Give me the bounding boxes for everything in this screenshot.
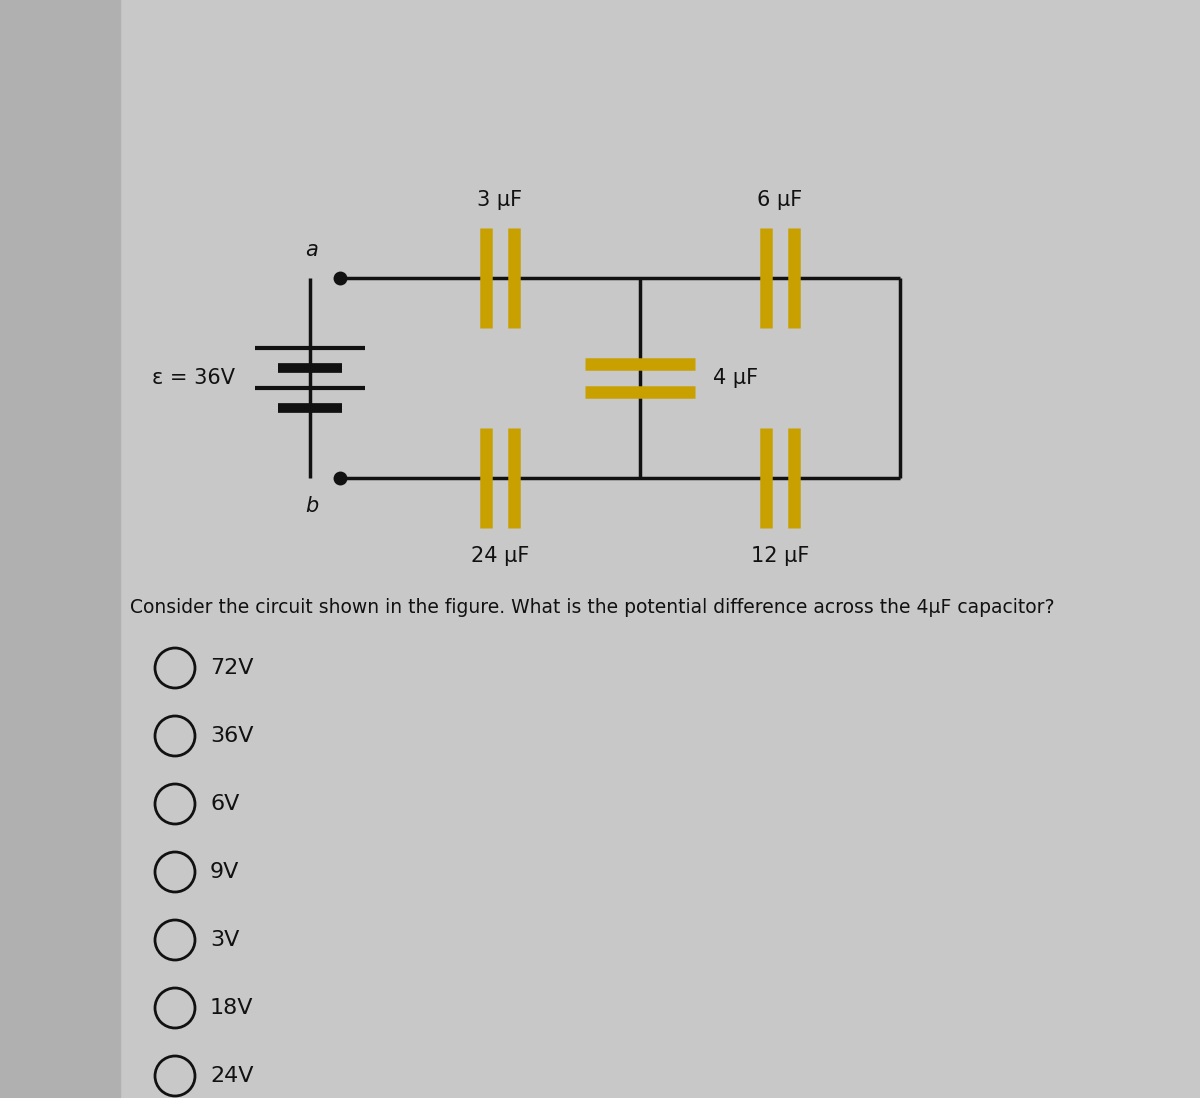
Text: 3 μF: 3 μF [478,190,522,210]
Text: a: a [305,240,318,260]
Text: b: b [305,496,318,516]
Text: Consider the circuit shown in the figure. What is the potential difference acros: Consider the circuit shown in the figure… [130,598,1055,617]
Text: ε = 36V: ε = 36V [152,368,235,388]
Text: 24 μF: 24 μF [470,546,529,565]
Text: 9V: 9V [210,862,239,882]
Text: 6 μF: 6 μF [757,190,803,210]
Text: 6V: 6V [210,794,239,814]
Text: 12 μF: 12 μF [751,546,809,565]
Bar [0,0,120,1098]
Text: 72V: 72V [210,658,253,677]
Text: 18V: 18V [210,998,253,1018]
Text: 36V: 36V [210,726,253,746]
Text: 24V: 24V [210,1066,253,1086]
Text: 3V: 3V [210,930,239,950]
Text: 4 μF: 4 μF [713,368,758,388]
